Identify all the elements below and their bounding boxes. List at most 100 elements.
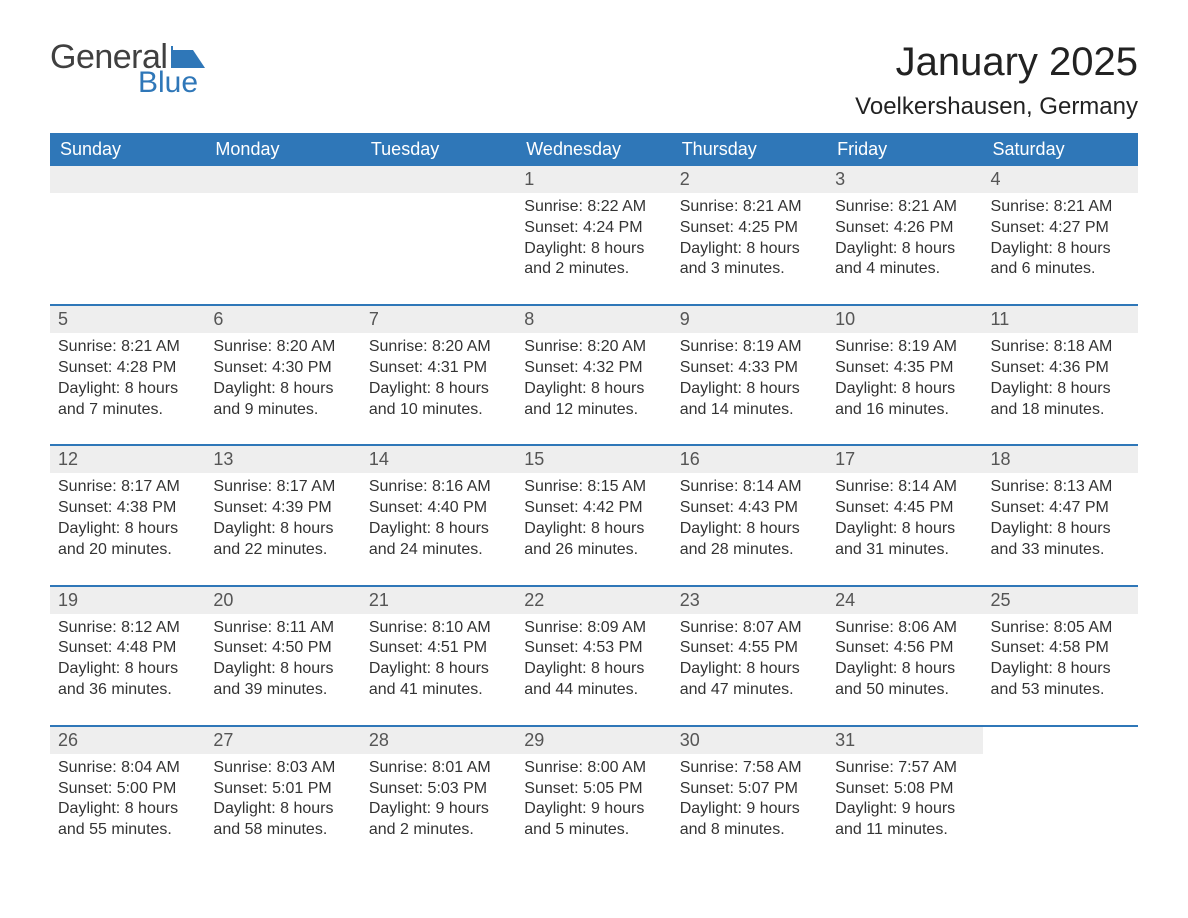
sunset-line: Sunset: 5:07 PM [680, 779, 819, 800]
day-body: Sunrise: 8:20 AMSunset: 4:30 PMDaylight:… [205, 333, 360, 434]
day-cell: 13Sunrise: 8:17 AMSunset: 4:39 PMDayligh… [205, 446, 360, 574]
sunrise-line: Sunrise: 8:00 AM [524, 758, 663, 779]
day-number: 4 [983, 166, 1138, 193]
day-body: Sunrise: 8:20 AMSunset: 4:32 PMDaylight:… [516, 333, 671, 434]
daylight-line: Daylight: 8 hours and 28 minutes. [680, 519, 819, 561]
daylight-line: Daylight: 8 hours and 14 minutes. [680, 379, 819, 421]
daylight-line: Daylight: 8 hours and 44 minutes. [524, 659, 663, 701]
sunset-line: Sunset: 4:56 PM [835, 638, 974, 659]
weekday-header: Sunday [50, 133, 205, 166]
day-body: Sunrise: 8:14 AMSunset: 4:45 PMDaylight:… [827, 473, 982, 574]
daylight-line: Daylight: 8 hours and 10 minutes. [369, 379, 508, 421]
day-cell: 15Sunrise: 8:15 AMSunset: 4:42 PMDayligh… [516, 446, 671, 574]
day-cell: . [50, 166, 205, 294]
day-cell: 29Sunrise: 8:00 AMSunset: 5:05 PMDayligh… [516, 727, 671, 855]
day-cell: 6Sunrise: 8:20 AMSunset: 4:30 PMDaylight… [205, 306, 360, 434]
day-body: Sunrise: 8:03 AMSunset: 5:01 PMDaylight:… [205, 754, 360, 855]
daylight-line: Daylight: 8 hours and 31 minutes. [835, 519, 974, 561]
sunset-line: Sunset: 4:45 PM [835, 498, 974, 519]
day-body: Sunrise: 8:15 AMSunset: 4:42 PMDaylight:… [516, 473, 671, 574]
day-number: . [983, 727, 1138, 754]
daylight-line: Daylight: 8 hours and 36 minutes. [58, 659, 197, 701]
sunset-line: Sunset: 4:43 PM [680, 498, 819, 519]
day-cell: 11Sunrise: 8:18 AMSunset: 4:36 PMDayligh… [983, 306, 1138, 434]
day-body [205, 193, 360, 211]
header: General Blue January 2025 Voelkershausen… [50, 40, 1138, 121]
weeks-container: ...1Sunrise: 8:22 AMSunset: 4:24 PMDayli… [50, 166, 1138, 855]
daylight-line: Daylight: 8 hours and 4 minutes. [835, 239, 974, 281]
sunset-line: Sunset: 4:53 PM [524, 638, 663, 659]
day-cell: 8Sunrise: 8:20 AMSunset: 4:32 PMDaylight… [516, 306, 671, 434]
sunrise-line: Sunrise: 8:21 AM [680, 197, 819, 218]
sunrise-line: Sunrise: 8:21 AM [58, 337, 197, 358]
day-cell: 24Sunrise: 8:06 AMSunset: 4:56 PMDayligh… [827, 587, 982, 715]
day-cell: 26Sunrise: 8:04 AMSunset: 5:00 PMDayligh… [50, 727, 205, 855]
day-body: Sunrise: 8:20 AMSunset: 4:31 PMDaylight:… [361, 333, 516, 434]
sunset-line: Sunset: 5:08 PM [835, 779, 974, 800]
daylight-line: Daylight: 8 hours and 20 minutes. [58, 519, 197, 561]
day-number: 8 [516, 306, 671, 333]
day-number: 23 [672, 587, 827, 614]
day-body: Sunrise: 8:09 AMSunset: 4:53 PMDaylight:… [516, 614, 671, 715]
sunset-line: Sunset: 4:30 PM [213, 358, 352, 379]
daylight-line: Daylight: 8 hours and 3 minutes. [680, 239, 819, 281]
location-label: Voelkershausen, Germany [855, 93, 1138, 121]
sunrise-line: Sunrise: 8:01 AM [369, 758, 508, 779]
sunset-line: Sunset: 4:31 PM [369, 358, 508, 379]
sunrise-line: Sunrise: 8:12 AM [58, 618, 197, 639]
day-cell: 18Sunrise: 8:13 AMSunset: 4:47 PMDayligh… [983, 446, 1138, 574]
day-cell: 28Sunrise: 8:01 AMSunset: 5:03 PMDayligh… [361, 727, 516, 855]
day-body: Sunrise: 8:19 AMSunset: 4:35 PMDaylight:… [827, 333, 982, 434]
sunrise-line: Sunrise: 8:03 AM [213, 758, 352, 779]
day-body: Sunrise: 8:19 AMSunset: 4:33 PMDaylight:… [672, 333, 827, 434]
daylight-line: Daylight: 8 hours and 12 minutes. [524, 379, 663, 421]
sunrise-line: Sunrise: 8:21 AM [835, 197, 974, 218]
day-body: Sunrise: 8:13 AMSunset: 4:47 PMDaylight:… [983, 473, 1138, 574]
sunrise-line: Sunrise: 8:15 AM [524, 477, 663, 498]
sunrise-line: Sunrise: 8:04 AM [58, 758, 197, 779]
daylight-line: Daylight: 8 hours and 9 minutes. [213, 379, 352, 421]
day-cell: 17Sunrise: 8:14 AMSunset: 4:45 PMDayligh… [827, 446, 982, 574]
day-body: Sunrise: 8:14 AMSunset: 4:43 PMDaylight:… [672, 473, 827, 574]
day-body [983, 754, 1138, 772]
week-row: 19Sunrise: 8:12 AMSunset: 4:48 PMDayligh… [50, 585, 1138, 715]
sunset-line: Sunset: 5:05 PM [524, 779, 663, 800]
day-number: 5 [50, 306, 205, 333]
day-cell: 31Sunrise: 7:57 AMSunset: 5:08 PMDayligh… [827, 727, 982, 855]
day-cell: 3Sunrise: 8:21 AMSunset: 4:26 PMDaylight… [827, 166, 982, 294]
daylight-line: Daylight: 9 hours and 11 minutes. [835, 799, 974, 841]
day-body: Sunrise: 8:00 AMSunset: 5:05 PMDaylight:… [516, 754, 671, 855]
sunrise-line: Sunrise: 8:13 AM [991, 477, 1130, 498]
weekday-header: Tuesday [361, 133, 516, 166]
daylight-line: Daylight: 8 hours and 16 minutes. [835, 379, 974, 421]
logo-text-blue: Blue [138, 68, 205, 98]
sunset-line: Sunset: 4:39 PM [213, 498, 352, 519]
day-body: Sunrise: 8:21 AMSunset: 4:27 PMDaylight:… [983, 193, 1138, 294]
day-cell: 27Sunrise: 8:03 AMSunset: 5:01 PMDayligh… [205, 727, 360, 855]
day-body: Sunrise: 8:16 AMSunset: 4:40 PMDaylight:… [361, 473, 516, 574]
week-row: 12Sunrise: 8:17 AMSunset: 4:38 PMDayligh… [50, 444, 1138, 574]
day-number: 18 [983, 446, 1138, 473]
day-number: 21 [361, 587, 516, 614]
day-body: Sunrise: 8:12 AMSunset: 4:48 PMDaylight:… [50, 614, 205, 715]
weekday-header: Monday [205, 133, 360, 166]
day-body: Sunrise: 8:05 AMSunset: 4:58 PMDaylight:… [983, 614, 1138, 715]
day-body: Sunrise: 8:21 AMSunset: 4:28 PMDaylight:… [50, 333, 205, 434]
day-number: 13 [205, 446, 360, 473]
day-cell: 5Sunrise: 8:21 AMSunset: 4:28 PMDaylight… [50, 306, 205, 434]
week-row: 5Sunrise: 8:21 AMSunset: 4:28 PMDaylight… [50, 304, 1138, 434]
sunrise-line: Sunrise: 8:14 AM [835, 477, 974, 498]
sunset-line: Sunset: 5:00 PM [58, 779, 197, 800]
day-cell: 12Sunrise: 8:17 AMSunset: 4:38 PMDayligh… [50, 446, 205, 574]
daylight-line: Daylight: 8 hours and 22 minutes. [213, 519, 352, 561]
day-cell: 16Sunrise: 8:14 AMSunset: 4:43 PMDayligh… [672, 446, 827, 574]
daylight-line: Daylight: 8 hours and 39 minutes. [213, 659, 352, 701]
day-cell: 25Sunrise: 8:05 AMSunset: 4:58 PMDayligh… [983, 587, 1138, 715]
day-cell: . [205, 166, 360, 294]
day-body: Sunrise: 8:17 AMSunset: 4:39 PMDaylight:… [205, 473, 360, 574]
day-cell: 7Sunrise: 8:20 AMSunset: 4:31 PMDaylight… [361, 306, 516, 434]
day-body [361, 193, 516, 211]
day-body: Sunrise: 8:21 AMSunset: 4:25 PMDaylight:… [672, 193, 827, 294]
day-body: Sunrise: 8:11 AMSunset: 4:50 PMDaylight:… [205, 614, 360, 715]
daylight-line: Daylight: 8 hours and 50 minutes. [835, 659, 974, 701]
